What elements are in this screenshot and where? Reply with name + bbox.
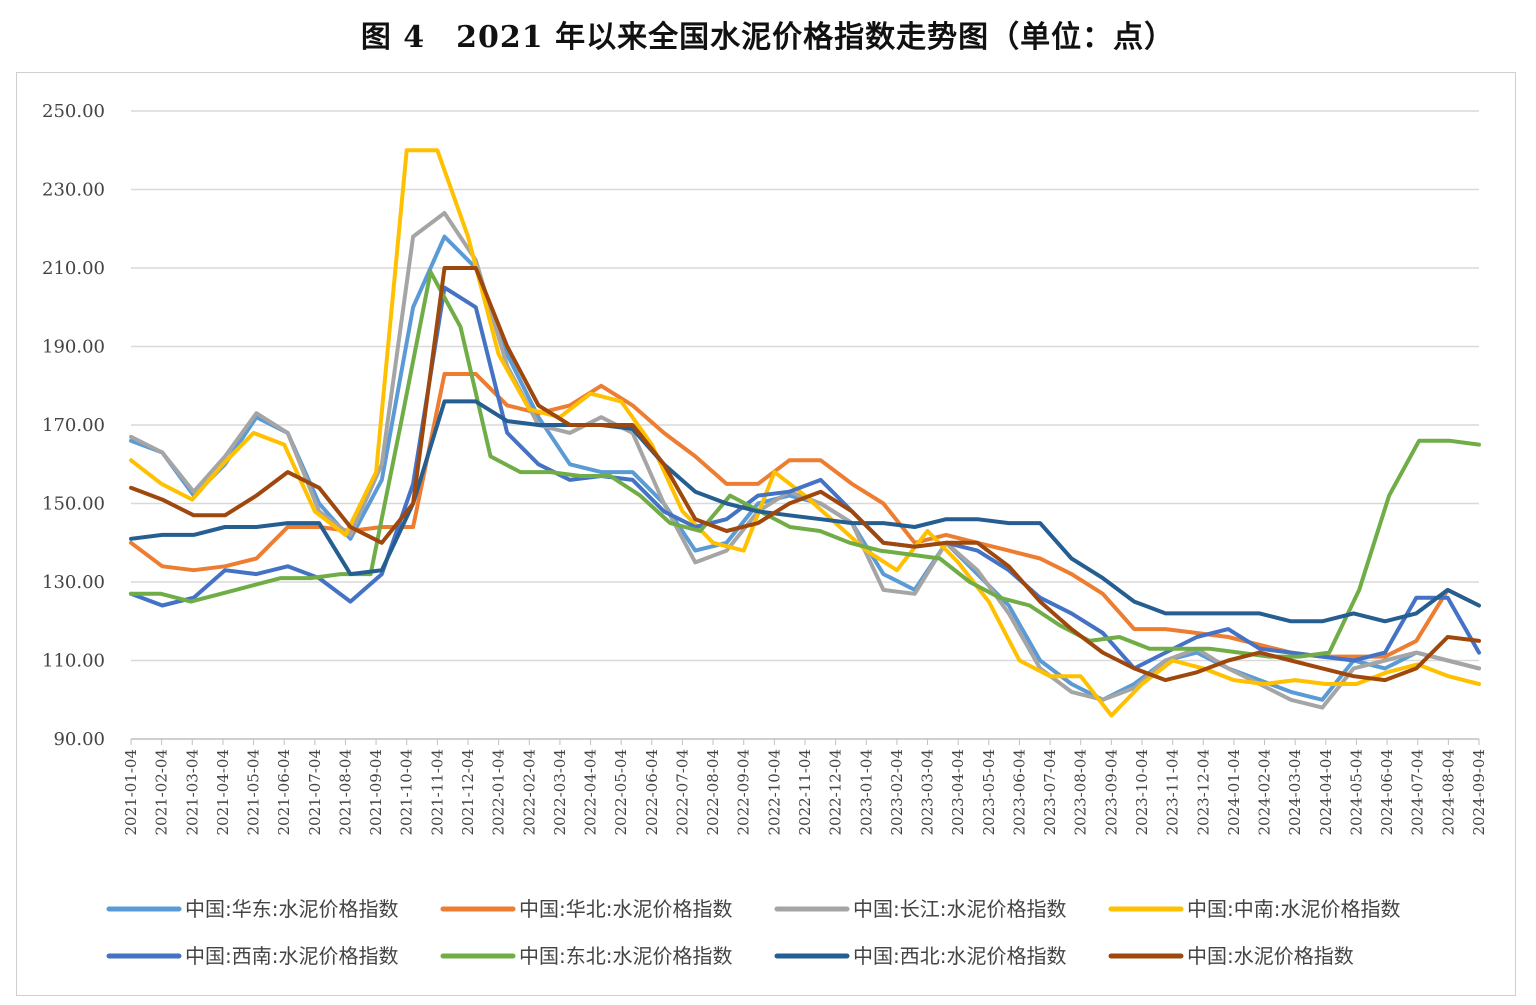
x-tick-label: 2021-10-04 bbox=[398, 749, 416, 835]
series-line-5 bbox=[129, 269, 1481, 659]
x-tick-label: 2021-01-04 bbox=[122, 749, 140, 835]
x-tick-label: 2021-04-04 bbox=[214, 749, 232, 835]
x-tick-label: 2023-02-04 bbox=[888, 749, 906, 835]
x-tick-label: 2021-05-04 bbox=[245, 749, 263, 835]
x-tick-label: 2021-02-04 bbox=[153, 749, 171, 835]
x-tick-label: 2021-06-04 bbox=[275, 749, 293, 835]
x-axis-ticks: 2021-01-04 2021-02-04 2021-03-04 2021-04-04… bbox=[122, 739, 1488, 835]
x-tick-label: 2022-06-04 bbox=[643, 749, 661, 835]
x-tick-label: 2024-09-04 bbox=[1470, 749, 1488, 835]
x-tick-label: 2022-10-04 bbox=[765, 749, 783, 835]
y-tick-label: 230.00 bbox=[42, 180, 105, 201]
x-tick-label: 2023-04-04 bbox=[949, 749, 967, 835]
x-tick-label: 2024-04-04 bbox=[1317, 749, 1335, 835]
legend-label: 中国:东北:水泥价格指数 bbox=[519, 944, 732, 968]
y-tick-label: 150.00 bbox=[42, 494, 105, 515]
x-tick-label: 2022-07-04 bbox=[673, 749, 691, 835]
line-chart: 90.00 110.00 130.00 150.00 170.00 190.00 210.0… bbox=[42, 101, 1488, 968]
chart-frame: 90.00 110.00 130.00 150.00 170.00 190.00 210.0… bbox=[16, 72, 1516, 996]
x-tick-label: 2022-08-04 bbox=[704, 749, 722, 835]
x-tick-label: 2021-09-04 bbox=[367, 749, 385, 835]
legend-label: 中国:西南:水泥价格指数 bbox=[185, 944, 398, 968]
y-tick-label: 110.00 bbox=[42, 651, 105, 672]
series-line-0 bbox=[129, 234, 1481, 702]
x-tick-label: 2023-07-04 bbox=[1041, 749, 1059, 835]
series-line-7 bbox=[129, 266, 1481, 683]
x-tick-label: 2023-12-04 bbox=[1194, 749, 1212, 835]
x-tick-label: 2023-10-04 bbox=[1133, 749, 1151, 835]
y-tick-label: 90.00 bbox=[53, 729, 105, 750]
x-tick-label: 2021-07-04 bbox=[306, 749, 324, 835]
x-tick-label: 2023-09-04 bbox=[1102, 749, 1120, 835]
x-tick-label: 2023-08-04 bbox=[1072, 749, 1090, 835]
series-line-4 bbox=[129, 285, 1481, 671]
x-tick-label: 2022-05-04 bbox=[612, 749, 630, 835]
x-tick-label: 2022-02-04 bbox=[520, 749, 538, 835]
gridlines bbox=[131, 110, 1479, 662]
legend-label: 中国:水泥价格指数 bbox=[1187, 944, 1354, 968]
x-tick-label: 2023-06-04 bbox=[1010, 749, 1028, 835]
x-tick-label: 2024-07-04 bbox=[1409, 749, 1427, 835]
x-tick-label: 2024-05-04 bbox=[1347, 749, 1365, 835]
x-tick-label: 2022-03-04 bbox=[551, 749, 569, 835]
x-tick-label: 2022-04-04 bbox=[582, 749, 600, 835]
y-tick-label: 210.00 bbox=[42, 258, 105, 279]
x-tick-label: 2023-01-04 bbox=[857, 749, 875, 835]
x-tick-label: 2024-01-04 bbox=[1225, 749, 1243, 835]
x-tick-label: 2021-12-04 bbox=[459, 749, 477, 835]
x-tick-label: 2024-03-04 bbox=[1286, 749, 1304, 835]
x-tick-label: 2024-06-04 bbox=[1378, 749, 1396, 835]
x-tick-label: 2024-08-04 bbox=[1439, 749, 1457, 835]
y-axis-ticks: 90.00 110.00 130.00 150.00 170.00 190.00 210.0… bbox=[42, 101, 105, 750]
legend-label: 中国:中南:水泥价格指数 bbox=[1187, 897, 1400, 921]
legend: 中国:华东:水泥价格指数 中国:华北:水泥价格指数 中国:长江:水泥价格指数 中国:中… bbox=[106, 897, 1400, 968]
x-tick-label: 2022-09-04 bbox=[735, 749, 753, 835]
y-tick-label: 130.00 bbox=[42, 572, 105, 593]
y-tick-label: 190.00 bbox=[42, 337, 105, 358]
y-tick-label: 170.00 bbox=[42, 415, 105, 436]
x-tick-label: 2021-11-04 bbox=[428, 749, 446, 835]
x-tick-label: 2024-02-04 bbox=[1256, 749, 1274, 835]
x-tick-label: 2023-11-04 bbox=[1164, 749, 1182, 835]
series-line-6 bbox=[129, 399, 1481, 624]
x-tick-label: 2021-03-04 bbox=[183, 749, 201, 835]
chart-title: 图 4 2021 年以来全国水泥价格指数走势图（单位：点） bbox=[360, 20, 1176, 55]
y-tick-label: 250.00 bbox=[42, 101, 105, 122]
series-lines bbox=[129, 148, 1481, 718]
series-line-3 bbox=[129, 148, 1481, 718]
x-tick-label: 2022-01-04 bbox=[490, 749, 508, 835]
x-tick-label: 2022-11-04 bbox=[796, 749, 814, 835]
legend-label: 中国:西北:水泥价格指数 bbox=[853, 944, 1066, 968]
x-tick-label: 2023-03-04 bbox=[919, 749, 937, 835]
x-tick-label: 2022-12-04 bbox=[827, 749, 845, 835]
x-tick-label: 2021-08-04 bbox=[336, 749, 354, 835]
legend-label: 中国:华东:水泥价格指数 bbox=[185, 897, 398, 921]
legend-label: 中国:长江:水泥价格指数 bbox=[853, 897, 1066, 921]
legend-label: 中国:华北:水泥价格指数 bbox=[519, 897, 732, 921]
x-tick-label: 2023-05-04 bbox=[980, 749, 998, 835]
